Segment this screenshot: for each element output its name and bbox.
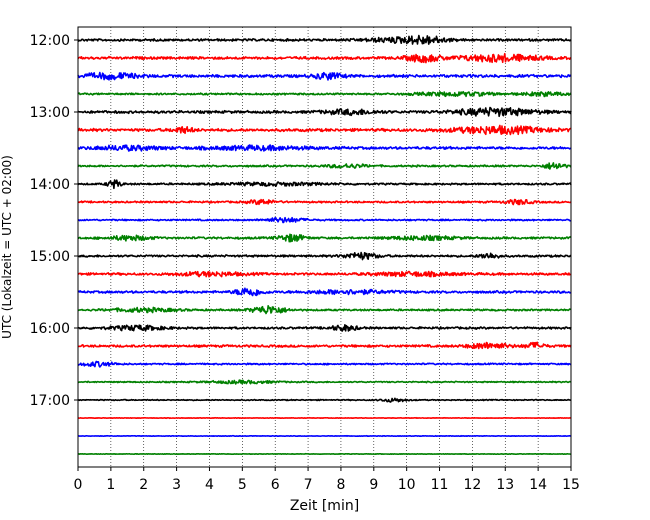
trace-line [77,287,572,297]
y-tick-label: 14:00 [30,177,70,193]
x-tick-label: 7 [304,477,313,493]
y-tick-label: 12:00 [30,33,70,49]
trace-line [77,341,572,350]
trace-line [77,52,572,64]
trace-line [77,144,572,152]
y-tick-label: 16:00 [30,321,70,337]
trace-line [77,434,572,438]
plot-background [78,27,571,467]
trace-line [77,305,572,315]
x-tick-label: 2 [139,477,148,493]
trace-line [77,323,572,332]
trace-line [77,416,572,420]
x-tick-label: 4 [205,477,214,493]
x-tick-label: 12 [463,477,481,493]
x-tick-label: 0 [74,477,83,493]
trace-line [77,233,572,243]
x-tick-label: 10 [398,477,416,493]
trace-line [77,452,572,456]
grid-lines [110,27,539,467]
trace-line [77,179,572,190]
trace-line [77,360,572,368]
x-tick-label: 3 [172,477,181,493]
x-tick-label: 14 [529,477,547,493]
plot-frame [77,26,572,468]
x-tick-label: 6 [271,477,280,493]
trace-line [77,379,572,385]
x-tick-label: 13 [496,477,514,493]
y-axis-ticks: 12:00 13:00 14:00 15:00 16:00 17:00 [30,33,78,409]
trace-line [77,216,572,224]
trace-line [77,397,572,403]
x-axis-label: Zeit [min] [290,498,359,514]
trace-line [77,198,572,206]
x-tick-label: 11 [431,477,449,493]
x-tick-label: 5 [238,477,247,493]
trace-line [77,106,572,118]
trace-line [77,270,572,278]
x-tick-label: 15 [562,477,580,493]
y-tick-label: 15:00 [30,249,70,265]
trace-line [77,251,572,261]
trace-line [77,162,572,170]
x-tick-label: 9 [369,477,378,493]
x-tick-label: 8 [336,477,345,493]
trace-line [77,124,572,136]
y-tick-label: 17:00 [30,393,70,409]
x-axis-ticks: 0 1 2 3 4 5 6 7 8 9 10 11 12 13 14 15 [74,467,580,493]
x-tick-label: 1 [106,477,115,493]
trace-line [77,90,572,98]
trace-line [77,71,572,81]
y-axis-label: UTC (Lokalzeit = UTC + 02:00) [0,155,14,339]
y-tick-label: 13:00 [30,105,70,121]
trace-group [77,34,572,456]
trace-line [77,34,572,45]
